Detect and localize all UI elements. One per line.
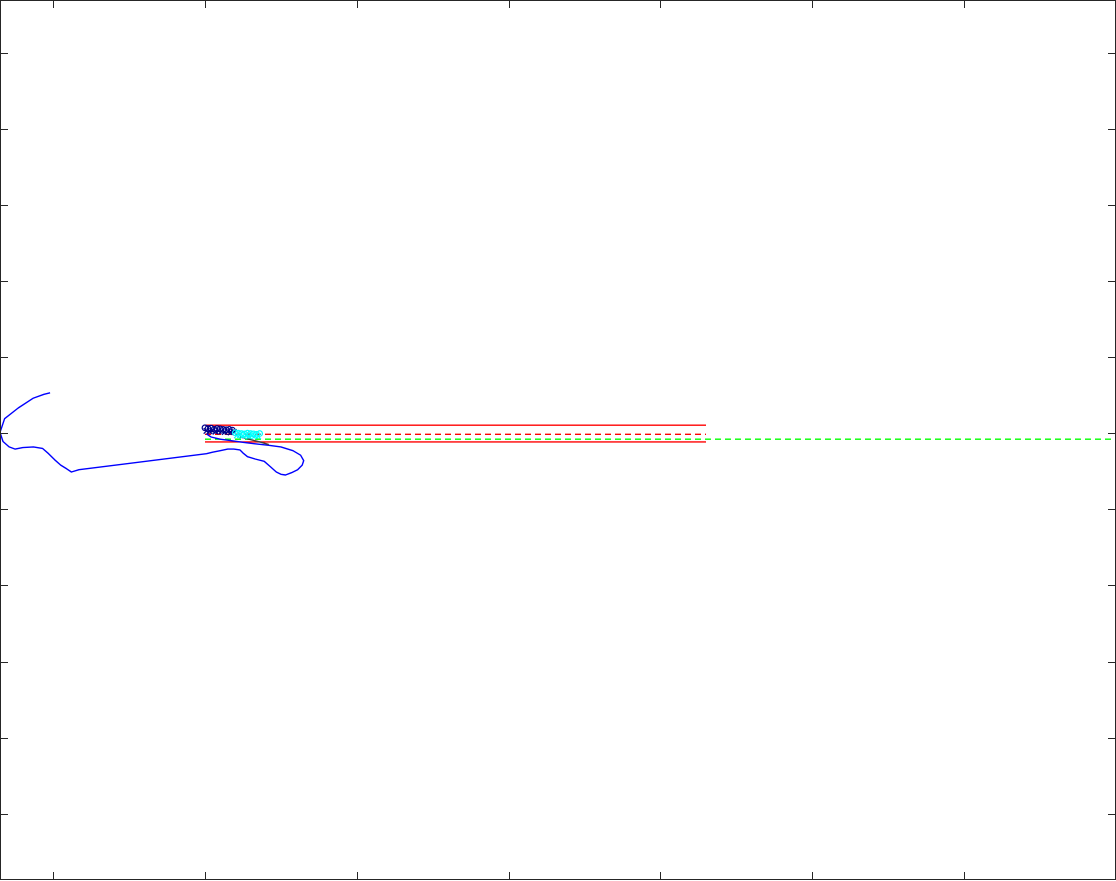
marker-circle-6-8 xyxy=(225,425,233,433)
series-group xyxy=(0,392,1116,476)
series-line-4 xyxy=(0,392,305,476)
marker-cross-9-7 xyxy=(254,432,262,440)
